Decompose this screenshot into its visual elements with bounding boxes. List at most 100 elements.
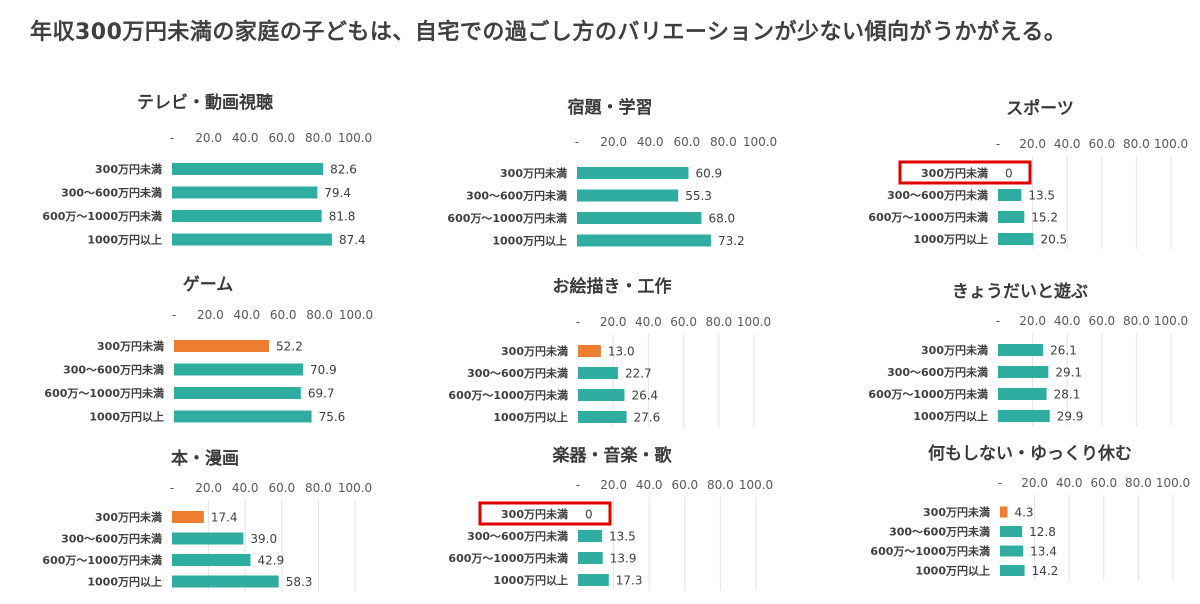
chart-8-tick-label: 80.0 [707, 478, 734, 492]
chart-4-category-label: 1000万円以上 [89, 410, 164, 424]
chart-1-value-label: 87.4 [339, 233, 366, 247]
chart-4-tick-label: 20.0 [197, 308, 224, 322]
chart-6-title: きょうだいと遊ぶ [952, 281, 1088, 302]
chart-8-tick-label: 20.0 [600, 478, 627, 492]
chart-2-category-label: 300万円未満 [500, 166, 567, 180]
chart-2-tick-label: 100.0 [743, 135, 777, 149]
chart-1-bar [172, 210, 322, 222]
chart-3-emphasis-box [898, 160, 1032, 185]
chart-5-category-label: 600万～1000万円未満 [448, 388, 568, 402]
chart-2-bar [577, 234, 711, 247]
chart-4-bar [174, 363, 304, 376]
chart-9-category-label: 300万円未満 [923, 505, 990, 519]
chart-4-value-label: 75.6 [319, 410, 346, 424]
chart-5-category-label: 300～600万円未満 [467, 366, 568, 380]
chart-1-tick-label: 40.0 [232, 131, 259, 145]
chart-8-title: 楽器・音楽・歌 [553, 445, 673, 466]
chart-4-tick-label: 40.0 [233, 308, 260, 322]
chart-8-tick-label: 60.0 [671, 478, 698, 492]
chart-3-tick-label: 100.0 [1154, 137, 1188, 151]
chart-1-value-label: 82.6 [330, 163, 357, 177]
chart-9-tick-label: 80.0 [1125, 476, 1152, 490]
chart-4-bar [174, 410, 312, 423]
chart-9-category-label: 300～600万円未満 [889, 525, 990, 539]
chart-5-value-label: 13.0 [608, 345, 635, 359]
chart-5-tick-label: 40.0 [635, 315, 662, 329]
chart-3-tick-label: - [996, 137, 1000, 151]
chart-4-category-label: 300～600万円未満 [63, 363, 164, 377]
chart-7-tick-label: 80.0 [305, 481, 332, 495]
chart-2-tick-label: 20.0 [600, 135, 627, 149]
chart-3-tick-label: 80.0 [1123, 137, 1150, 151]
chart-7-bar [172, 532, 244, 545]
chart-6-tick-label: 40.0 [1054, 314, 1081, 328]
chart-4-category-label: 300万円未満 [97, 339, 164, 353]
chart-5-bar [578, 367, 618, 379]
chart-1-tick-label: 20.0 [195, 131, 222, 145]
chart-4-tick-label: 60.0 [270, 308, 297, 322]
chart-7-category-label: 300万円未満 [95, 510, 162, 524]
chart-5-tick-label: - [576, 315, 580, 329]
page-title: 年収300万円未満の家庭の子どもは、自宅での過ごし方のバリエーションが少ない傾向… [30, 20, 1067, 45]
chart-5-value-label: 27.6 [634, 411, 661, 425]
chart-2-category-label: 300～600万円未満 [466, 189, 567, 203]
chart-7-tick-label: 60.0 [268, 481, 295, 495]
chart-6-bar [998, 344, 1044, 356]
chart-5-tick-label: 60.0 [670, 315, 697, 329]
chart-5-bar [578, 389, 625, 401]
chart-9-category-label: 600万～1000万円未満 [870, 544, 990, 558]
chart-1-value-label: 81.8 [329, 210, 356, 224]
chart-8-emphasis-box [478, 501, 612, 526]
chart-7-title: 本・漫画 [171, 448, 239, 469]
chart-3-value-label: 20.5 [1040, 233, 1067, 247]
chart-8-value-label: 17.3 [616, 574, 643, 588]
chart-7-tick-label: - [170, 481, 174, 495]
chart-5-bar [578, 345, 601, 357]
chart-6-bar [998, 366, 1049, 378]
chart-7-tick-label: 100.0 [338, 481, 372, 495]
chart-9-tick-label: 40.0 [1056, 476, 1083, 490]
chart-1-bar [172, 233, 332, 246]
chart-1-tick-label: 100.0 [338, 131, 372, 145]
chart-3-category-label: 600万～1000万円未満 [868, 210, 988, 224]
chart-2-title: 宿題・学習 [568, 97, 653, 118]
chart-5-tick-label: 80.0 [705, 315, 732, 329]
chart-6-tick-label: 20.0 [1019, 314, 1046, 328]
chart-4-tick-label: 80.0 [306, 308, 333, 322]
chart-2-tick-label: - [575, 135, 579, 149]
chart-9-tick-label: 20.0 [1021, 476, 1048, 490]
chart-3-category-label: 300万円未満 [921, 166, 988, 180]
chart-7-bar [172, 554, 251, 566]
chart-2-category-label: 1000万円以上 [492, 234, 567, 248]
chart-2-bar [577, 167, 689, 179]
chart-2-value-label: 60.9 [695, 167, 722, 181]
chart-7-tick-label: 20.0 [195, 481, 222, 495]
chart-3-title: スポーツ [1006, 98, 1074, 119]
chart-6-category-label: 300万円未満 [921, 343, 988, 357]
chart-6-value-label: 29.1 [1055, 366, 1082, 380]
chart-2-value-label: 55.3 [685, 189, 712, 203]
chart-1-tick-label: - [170, 131, 174, 145]
chart-5-tick-label: 20.0 [600, 315, 627, 329]
chart-7-category-label: 1000万円以上 [87, 575, 162, 589]
chart-2-bar [577, 189, 679, 202]
chart-9-bar [1000, 506, 1008, 518]
chart-9-value-label: 13.4 [1030, 545, 1057, 559]
chart-9-tick-label: 60.0 [1090, 476, 1117, 490]
chart-3-bar [998, 233, 1034, 245]
chart-6-bar [998, 410, 1050, 422]
chart-4-bar [174, 387, 301, 399]
chart-8-bar [578, 552, 603, 564]
chart-1-bar [172, 163, 324, 175]
chart-3-value-label: 13.5 [1028, 189, 1055, 203]
chart-7-bar [172, 575, 279, 588]
chart-5-tick-label: 100.0 [737, 315, 771, 329]
chart-1-tick-label: 80.0 [305, 131, 332, 145]
chart-8-tick-label: 40.0 [636, 478, 663, 492]
chart-9-value-label: 12.8 [1029, 525, 1056, 539]
chart-2-tick-label: 60.0 [673, 135, 700, 149]
chart-7-bar [172, 511, 204, 523]
chart-5-category-label: 300万円未満 [501, 344, 568, 358]
chart-9-title: 何もしない・ゆっくり休む [928, 443, 1132, 464]
chart-6-category-label: 1000万円以上 [913, 409, 988, 423]
